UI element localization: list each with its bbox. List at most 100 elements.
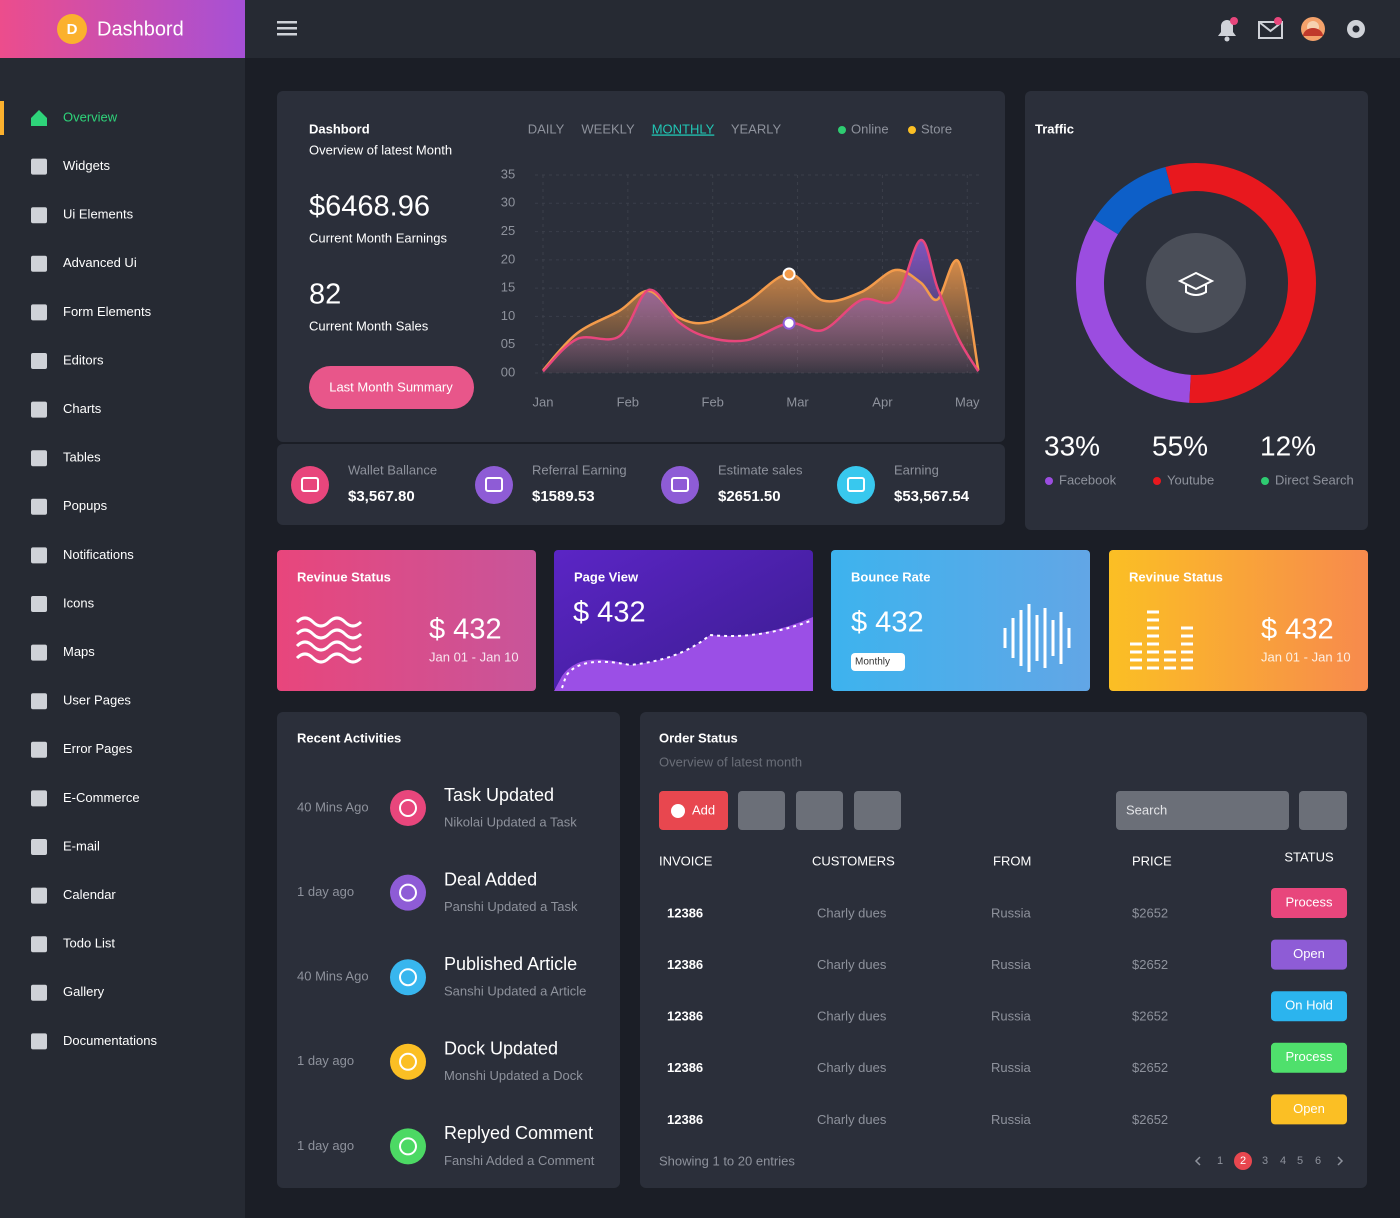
tab[interactable]: DAILY — [528, 121, 565, 136]
activity-time: 1 day ago — [297, 1053, 354, 1068]
invoice: 12386 — [667, 1060, 703, 1075]
status-badge[interactable] — [1271, 888, 1347, 918]
tab[interactable]: MONTHLY — [652, 121, 715, 136]
page-number[interactable]: 1 — [1217, 1155, 1223, 1167]
summary-button-label[interactable]: Last Month Summary — [329, 379, 453, 394]
menu-item[interactable]: Tables — [63, 450, 101, 465]
menu-item[interactable]: Notifications — [63, 547, 134, 562]
settings[interactable] — [1347, 20, 1365, 38]
add-button[interactable] — [659, 791, 728, 830]
menu-item[interactable]: Todo List — [63, 936, 115, 951]
column-header: STATUS — [1284, 849, 1334, 864]
activity-title: Replyed Comment — [444, 1123, 593, 1143]
status-label[interactable]: On Hold — [1285, 998, 1333, 1013]
tool-button[interactable] — [796, 791, 843, 830]
menu-icon — [31, 644, 47, 661]
avatar[interactable] — [1301, 17, 1325, 41]
tile-line — [561, 619, 814, 689]
search-placeholder[interactable]: Search — [1126, 802, 1167, 817]
stat-icon — [475, 466, 513, 504]
activity-icon — [390, 790, 426, 826]
stat-icon — [661, 466, 699, 504]
menu-item[interactable]: Ui Elements — [63, 207, 134, 222]
menu-item[interactable]: Error Pages — [63, 741, 133, 756]
stat-glyph — [485, 477, 503, 492]
page-next[interactable] — [1337, 1156, 1344, 1166]
menu-item[interactable]: Icons — [63, 595, 95, 610]
menu-item[interactable]: Maps — [63, 644, 95, 659]
status-badge[interactable] — [1271, 991, 1347, 1022]
search-box[interactable] — [1116, 791, 1289, 830]
y-tick-label: 05 — [501, 336, 515, 351]
card-title: Dashbord — [309, 121, 370, 136]
status-label[interactable]: Open — [1293, 946, 1325, 961]
price: $2652 — [1132, 1009, 1168, 1024]
legend-label: Store — [921, 121, 952, 136]
menu-icon — [31, 255, 47, 272]
menu-icon — [31, 790, 47, 807]
logo-area — [0, 0, 245, 58]
price: $2652 — [1132, 957, 1168, 972]
activity-time: 1 day ago — [297, 884, 354, 899]
tool-button[interactable] — [738, 791, 785, 830]
menu-item[interactable]: Widgets — [63, 158, 110, 173]
activity-text: Nikolai Updated a Task — [444, 814, 577, 829]
status-badge[interactable] — [1271, 1042, 1347, 1073]
status-badge[interactable] — [1271, 939, 1347, 970]
tile-value: $ 432 — [851, 607, 924, 639]
menu-icon — [31, 839, 47, 855]
menu-icon — [31, 596, 47, 612]
messages[interactable] — [1258, 17, 1283, 39]
menu-item[interactable]: Gallery — [63, 984, 105, 999]
menu-item[interactable]: Documentations — [63, 1033, 157, 1048]
notifications[interactable] — [1218, 17, 1238, 42]
activity-text: Fanshi Added a Comment — [444, 1153, 595, 1168]
page-number[interactable]: 3 — [1262, 1155, 1268, 1167]
customer: Charly dues — [817, 957, 887, 972]
stat-icon — [291, 466, 329, 504]
status-label[interactable]: Open — [1293, 1101, 1325, 1116]
page-number[interactable]: 6 — [1315, 1155, 1321, 1167]
tile-date: Jan 01 - Jan 10 — [429, 649, 519, 664]
page-number[interactable]: 2 — [1240, 1155, 1246, 1167]
export-button[interactable] — [1299, 791, 1347, 830]
status-badge[interactable] — [1271, 1094, 1347, 1125]
menu-icon — [31, 547, 47, 564]
menu-item[interactable]: Calendar — [63, 887, 116, 902]
status-label[interactable]: Process — [1286, 1049, 1333, 1064]
menu-item[interactable]: Charts — [63, 401, 102, 416]
period-select[interactable] — [851, 653, 905, 671]
customer: Charly dues — [817, 1112, 887, 1127]
summary-button[interactable] — [309, 366, 474, 409]
menu-item[interactable]: Form Elements — [63, 304, 152, 319]
donut-slice — [1165, 163, 1316, 403]
menu-item[interactable]: Overview — [63, 109, 118, 124]
period-select-label[interactable]: Monthly — [855, 657, 890, 668]
menu-item[interactable]: E-Commerce — [63, 790, 140, 805]
sound-bars — [1003, 604, 1071, 672]
origin: Russia — [991, 905, 1032, 920]
menu-item[interactable]: Popups — [63, 498, 108, 513]
page-number[interactable]: 4 — [1280, 1155, 1286, 1167]
x-tick-label: Apr — [872, 394, 893, 409]
tile-value: $ 432 — [1261, 614, 1334, 646]
menu-item[interactable]: User Pages — [63, 693, 131, 708]
menu-item[interactable]: Editors — [63, 352, 104, 367]
legend-dot — [1261, 477, 1269, 485]
tile-title: Revinue Status — [297, 569, 391, 584]
tab[interactable]: WEEKLY — [581, 121, 635, 136]
page-prev[interactable] — [1194, 1156, 1201, 1166]
origin: Russia — [991, 1060, 1032, 1075]
page-number[interactable]: 5 — [1297, 1155, 1303, 1167]
add-button-label[interactable]: Add — [692, 802, 715, 817]
menu-item[interactable]: Advanced Ui — [63, 255, 137, 270]
tab[interactable]: YEARLY — [731, 121, 782, 136]
status-label[interactable]: Process — [1286, 894, 1333, 909]
card-title: Traffic — [1035, 121, 1074, 136]
menu-item[interactable]: E-mail — [63, 838, 100, 853]
stat-value: $1589.53 — [532, 488, 595, 505]
tool-button[interactable] — [854, 791, 901, 830]
menu-toggle[interactable] — [277, 21, 297, 36]
page-active[interactable] — [1234, 1152, 1252, 1170]
menu-icon — [31, 1033, 47, 1050]
